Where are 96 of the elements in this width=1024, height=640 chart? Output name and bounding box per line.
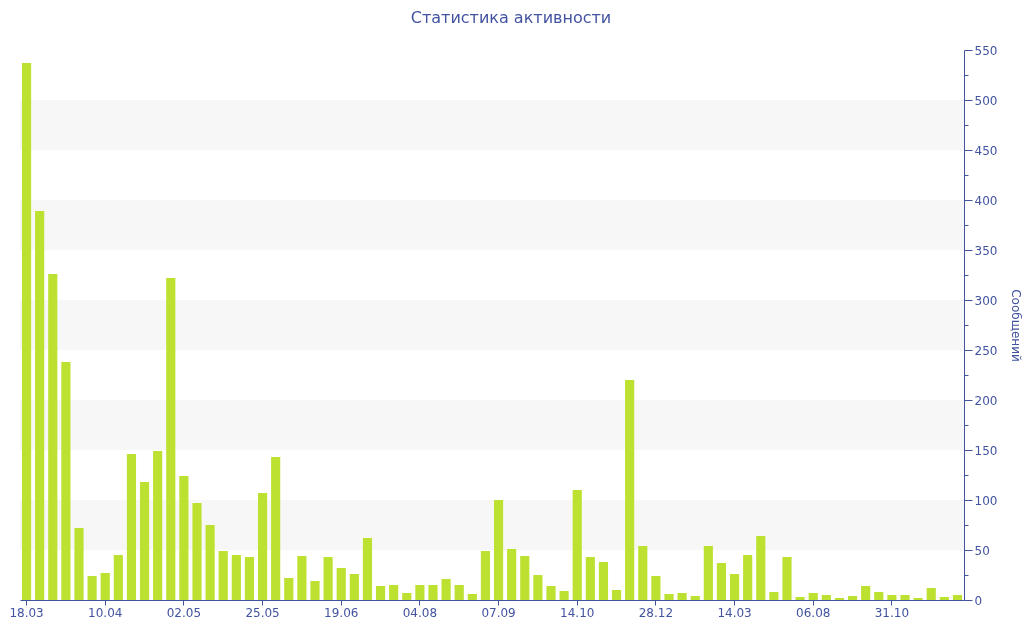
bar [441,579,451,600]
bar [100,573,110,600]
x-tick-label: 04.08 [402,605,438,620]
bar [454,585,464,600]
bar [625,380,635,600]
bar [756,536,766,600]
bar [887,595,897,600]
bar [480,551,491,600]
bar [362,538,373,600]
y-tick-label: 550 [974,43,998,58]
bar [467,594,477,600]
bar [113,555,123,600]
x-tick-label: 14.03 [717,605,752,620]
bar [821,595,831,600]
x-tick-label: 14.10 [560,605,595,620]
bar [598,562,609,600]
x-tick-label: 10.04 [88,605,123,620]
bar [48,274,58,600]
bar [192,503,202,600]
y-tick-label: 50 [974,543,990,558]
x-tick-label: 25.05 [245,605,280,620]
bar [874,592,884,600]
bar [493,500,504,600]
bar [533,575,543,600]
y-tick-label: 500 [974,93,998,108]
x-tick-label: 07.09 [481,605,516,620]
bar [179,476,189,600]
bar [559,591,569,600]
bar [297,556,307,600]
y-tick-label: 350 [974,243,998,258]
x-tick-label: 28.12 [638,605,674,620]
bar [861,586,871,600]
bar [257,493,268,600]
bar [336,568,346,600]
bar [782,557,792,600]
bar [271,457,281,600]
bar [166,278,176,600]
bar [244,557,255,600]
bar [939,597,949,600]
x-tick-label: 19.06 [324,605,359,620]
bar [21,63,32,600]
y-tick-label: 100 [974,493,998,508]
y-tick-label: 200 [974,393,998,408]
bar [808,593,818,600]
x-tick-label: 18.03 [9,605,44,620]
y-tick-label: 0 [974,593,983,608]
bar [677,593,687,600]
y-tick-label: 300 [974,293,998,308]
y-tick-label: 400 [974,193,998,208]
bar [231,555,241,600]
bar [35,211,45,600]
bar [375,586,386,600]
bar [87,576,97,600]
bar [651,576,661,600]
bar [520,556,530,600]
bar [349,574,359,600]
chart-title: Статистика активности [410,8,612,27]
bar [139,482,150,600]
y-axis-title: Сообщений [1009,289,1024,362]
bar [153,451,163,600]
bar [690,596,700,600]
bar [61,362,71,600]
bar [638,546,648,600]
bar [284,578,294,600]
bar [664,594,674,600]
x-tick-label: 31.10 [874,605,910,620]
bar [585,557,595,600]
bar [507,549,517,600]
bar [205,525,215,600]
y-tick-label: 150 [974,443,998,458]
bar [310,581,320,600]
y-tick-label: 250 [974,343,998,358]
bar [126,454,137,600]
bar [926,588,936,600]
bar [402,593,412,600]
bar [900,595,910,600]
bar [546,586,556,600]
bar [729,574,740,600]
bar [795,597,805,600]
bar [218,551,228,600]
x-tick-label: 06.08 [796,605,831,620]
bar [74,528,84,600]
bar [389,585,399,600]
bar [847,596,858,600]
bar [572,490,582,600]
x-tick-label: 02.05 [166,605,202,620]
bar [703,546,713,600]
bar [716,563,727,600]
bar [769,592,779,600]
bar [323,557,333,600]
y-tick-label: 450 [974,143,998,158]
bar [952,595,963,600]
bar [743,555,753,600]
bar [415,585,425,600]
bar [611,590,622,600]
bar [428,585,438,600]
